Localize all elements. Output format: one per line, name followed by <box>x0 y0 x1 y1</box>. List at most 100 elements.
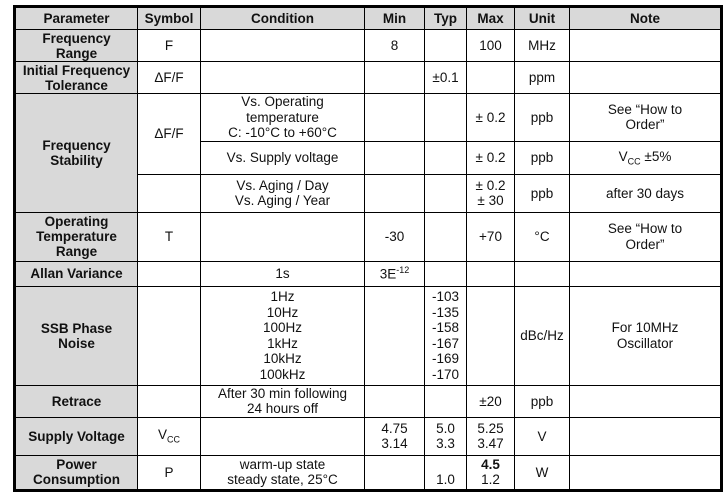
cell-ssb-typ: -103 -135 -158 -167 -169 -170 <box>424 285 467 386</box>
cell-stability-aging-note: after 30 days <box>569 173 722 213</box>
cell-stability-temp-note: See “How to Order” <box>569 93 722 142</box>
cell-stability-temp-max: ± 0.2 <box>466 93 515 142</box>
note-line: Oscillator <box>616 335 674 351</box>
cell-stability-temp-min <box>364 93 425 142</box>
parameter-label: SSB Phase Noise <box>40 320 113 351</box>
note-lines: See “How to Order” <box>599 221 691 252</box>
col-header-condition: Condition <box>200 6 365 30</box>
cell-allan-symbol <box>137 260 201 287</box>
header-row: Parameter Symbol Condition Min Typ Max U… <box>14 6 722 30</box>
cell-stability-parameter: Frequency Stability <box>14 93 138 213</box>
row-supply-voltage: Supply Voltage VCC 4.75 3.14 5.0 3.3 5.2… <box>14 416 722 456</box>
allan-value-base: 3E <box>379 266 397 282</box>
noise-value: -167 <box>431 335 460 351</box>
cell-stability-supply-min <box>364 140 425 175</box>
cell-frequency-range-max: 100 <box>466 29 515 62</box>
min-line: 4.75 <box>381 420 408 436</box>
row-operating-temperature-range: Operating Temperature Range T -30 +70 °C… <box>14 211 722 262</box>
max-lines: 5.25 3.47 <box>471 421 510 452</box>
noise-value: -170 <box>431 366 460 382</box>
cell-frequency-range-typ <box>424 29 467 62</box>
allan-value-exponent: -12 <box>396 265 410 276</box>
vcc-tolerance: ±5% <box>640 148 672 164</box>
cell-ift-note <box>569 61 722 94</box>
row-retrace: Retrace After 30 min following 24 hours … <box>14 384 722 418</box>
cell-stability-aging-symbol <box>137 173 201 213</box>
cell-ssb-unit: dBc/Hz <box>514 285 570 386</box>
frequency-item: 1kHz <box>267 335 298 351</box>
noise-value: -158 <box>431 320 460 335</box>
noise-value: -103 <box>431 289 460 304</box>
col-header-unit: Unit <box>514 6 570 30</box>
condition-lines: After 30 min following 24 hours off <box>205 386 360 416</box>
max-line: ± 0.2 <box>475 177 506 193</box>
note-line: For 10MHz <box>611 320 679 335</box>
cell-otr-note: See “How to Order” <box>569 211 722 262</box>
cell-supply-max: 5.25 3.47 <box>466 416 515 456</box>
cell-otr-condition <box>200 211 365 262</box>
cell-otr-typ <box>424 211 467 262</box>
cell-frequency-range-note <box>569 29 722 62</box>
cell-stability-supply-condition: Vs. Supply voltage <box>200 140 365 175</box>
min-line: 3.14 <box>381 436 408 451</box>
cell-ssb-max <box>466 285 515 386</box>
frequency-item: 1Hz <box>270 289 295 304</box>
cell-stability-aging-condition: Vs. Aging / Day Vs. Aging / Year <box>200 173 365 213</box>
max-lines: ± 0.2 ± 30 <box>471 178 510 209</box>
row-stability-vs-aging: Vs. Aging / Day Vs. Aging / Year ± 0.2 ±… <box>15 173 722 213</box>
cell-otr-symbol: T <box>137 211 201 262</box>
condition-line: steady state, 25°C <box>227 472 338 487</box>
cell-retrace-note <box>569 384 722 418</box>
noise-value: -135 <box>431 304 460 320</box>
cell-supply-min: 4.75 3.14 <box>364 416 425 456</box>
row-initial-frequency-tolerance: Initial Frequency Tolerance ΔF/F ±0.1 pp… <box>14 61 722 94</box>
cell-retrace-min <box>364 384 425 418</box>
cell-allan-parameter: Allan Variance <box>14 260 138 287</box>
typ-line: 5.0 <box>436 420 455 436</box>
condition-line: Vs. Aging / Year <box>234 193 331 208</box>
cell-frequency-range-condition <box>200 29 365 62</box>
cell-ssb-parameter: SSB Phase Noise <box>14 285 138 386</box>
cell-ift-parameter: Initial Frequency Tolerance <box>14 61 138 94</box>
max-line: 5.25 <box>477 420 504 436</box>
cell-ift-condition <box>200 61 365 94</box>
cell-power-min <box>364 454 425 491</box>
cell-stability-supply-note: VCC ±5% <box>569 140 722 175</box>
cell-supply-parameter: Supply Voltage <box>14 416 138 456</box>
note-line: See “How to <box>607 221 683 236</box>
cell-retrace-condition: After 30 min following 24 hours off <box>200 384 365 418</box>
cell-stability-aging-typ <box>424 173 467 213</box>
cell-stability-temp-condition: Vs. Operating temperature C: -10°C to +6… <box>200 93 365 142</box>
cell-stability-supply-unit: ppb <box>514 140 570 175</box>
cell-otr-unit: °C <box>514 211 570 262</box>
frequency-item: 100Hz <box>262 320 303 335</box>
cell-frequency-range-symbol: F <box>137 29 201 62</box>
cell-allan-unit <box>514 260 570 287</box>
col-header-min: Min <box>364 6 425 30</box>
cell-retrace-unit: ppb <box>514 384 570 418</box>
cell-retrace-max: ±20 <box>466 384 515 418</box>
cell-frequency-range-parameter: Frequency Range <box>14 29 138 62</box>
cell-ssb-note: For 10MHz Oscillator <box>569 285 722 386</box>
typ-lines: 1.0 <box>429 457 462 488</box>
cell-supply-typ: 5.0 3.3 <box>424 416 467 456</box>
cell-ssb-symbol <box>137 285 201 386</box>
col-header-max: Max <box>466 6 515 30</box>
frequency-item: 100kHz <box>259 366 306 382</box>
cell-stability-aging-unit: ppb <box>514 173 570 213</box>
frequency-list: 1Hz 10Hz 100Hz 1kHz 10kHz 100kHz <box>205 289 360 382</box>
row-allan-variance: Allan Variance 1s 3E-12 <box>14 260 722 287</box>
cell-power-unit: W <box>514 454 570 491</box>
specifications-table: Parameter Symbol Condition Min Typ Max U… <box>13 5 723 492</box>
cell-stability-aging-max: ± 0.2 ± 30 <box>466 173 515 213</box>
note-line: Order” <box>625 117 665 133</box>
note-line: Order” <box>625 236 665 252</box>
note-lines: For 10MHz Oscillator <box>599 320 691 351</box>
cell-stability-aging-min <box>364 173 425 213</box>
cell-power-symbol: P <box>137 454 201 491</box>
cell-stability-supply-max: ± 0.2 <box>466 140 515 175</box>
cell-otr-parameter: Operating Temperature Range <box>14 211 138 262</box>
cell-supply-unit: V <box>514 416 570 456</box>
cell-ift-min <box>364 61 425 94</box>
